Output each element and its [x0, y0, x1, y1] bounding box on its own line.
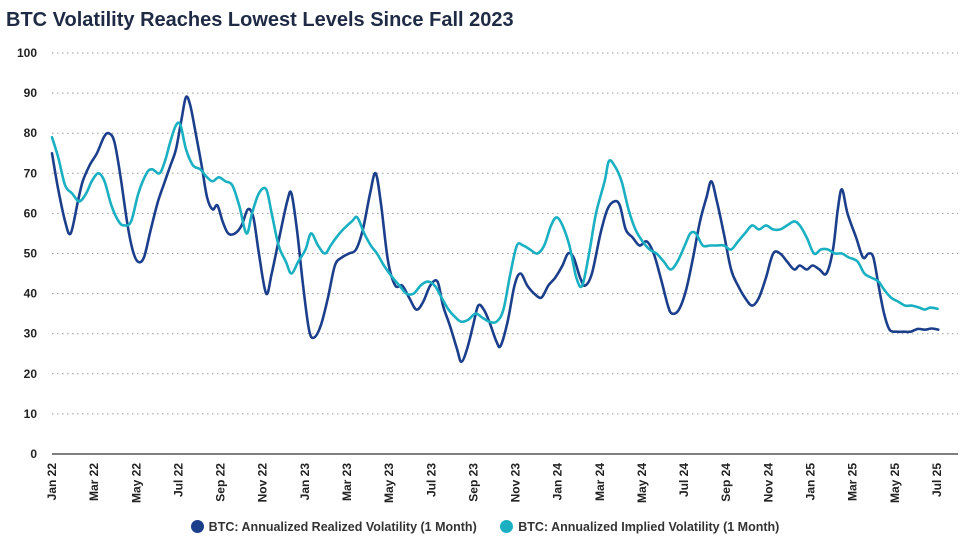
legend-swatch-implied: [500, 520, 514, 533]
gridlines: [52, 52, 958, 415]
y-axis-ticks: 0 10 20 30 40 50 60 70 80 90 100: [17, 46, 37, 461]
x-tick-label: May 23: [382, 463, 396, 503]
series-line-realized: [50, 95, 940, 364]
y-tick-label: 60: [24, 206, 38, 220]
x-tick-label: Jan 23: [298, 463, 312, 501]
series-line-implied: [50, 121, 939, 325]
legend-item-realized: BTC: Annualized Realized Volatility (1 M…: [190, 520, 477, 534]
chart-title: BTC Volatility Reaches Lowest Levels Sin…: [6, 9, 514, 31]
x-tick-label: Mar 23: [340, 463, 354, 501]
x-tick-label: May 22: [129, 463, 143, 503]
x-tick-label: Nov 23: [509, 463, 523, 503]
x-tick-label: Mar 24: [593, 463, 607, 501]
legend-item-implied: BTC: Annualized Implied Volatility (1 Mo…: [500, 520, 779, 534]
x-axis-ticks: Jan 22 Mar 22 May 22 Jul 22 Sep 22 Nov 22 Jan …: [45, 463, 944, 503]
x-tick-label: Mar 25: [846, 463, 860, 501]
x-tick-label: Sep 22: [214, 463, 228, 502]
y-tick-label: 80: [24, 126, 38, 140]
y-tick-label: 70: [24, 166, 38, 180]
x-tick-label: May 25: [888, 463, 902, 503]
y-tick-label: 10: [24, 407, 38, 421]
y-tick-label: 40: [24, 287, 38, 301]
legend-label-realized: BTC: Annualized Realized Volatility (1 M…: [208, 520, 477, 534]
x-tick-label: Jan 24: [551, 463, 565, 501]
y-tick-label: 20: [24, 367, 38, 381]
x-tick-label: Jul 24: [677, 463, 691, 497]
x-tick-label: Jul 23: [424, 463, 438, 497]
legend-swatch-realized: [190, 520, 204, 533]
y-tick-label: 100: [17, 46, 37, 60]
x-tick-label: Jan 22: [45, 463, 59, 501]
x-tick-label: Nov 24: [761, 463, 775, 503]
x-tick-label: Jan 25: [804, 463, 818, 501]
legend: BTC: Annualized Realized Volatility (1 M…: [0, 520, 970, 534]
x-tick-label: Jul 22: [171, 463, 185, 497]
x-tick-label: Jul 25: [930, 463, 944, 497]
x-tick-label: Mar 22: [87, 463, 101, 501]
x-tick-label: Sep 24: [719, 463, 733, 502]
y-tick-label: 0: [30, 447, 37, 461]
y-tick-label: 30: [24, 327, 38, 341]
y-tick-label: 50: [24, 247, 38, 261]
x-tick-label: Sep 23: [466, 463, 480, 502]
x-tick-label: May 24: [635, 463, 649, 503]
series-lines: [50, 95, 940, 364]
x-tick-label: Nov 22: [256, 463, 270, 503]
legend-label-implied: BTC: Annualized Implied Volatility (1 Mo…: [518, 520, 780, 534]
y-tick-label: 90: [24, 86, 38, 100]
